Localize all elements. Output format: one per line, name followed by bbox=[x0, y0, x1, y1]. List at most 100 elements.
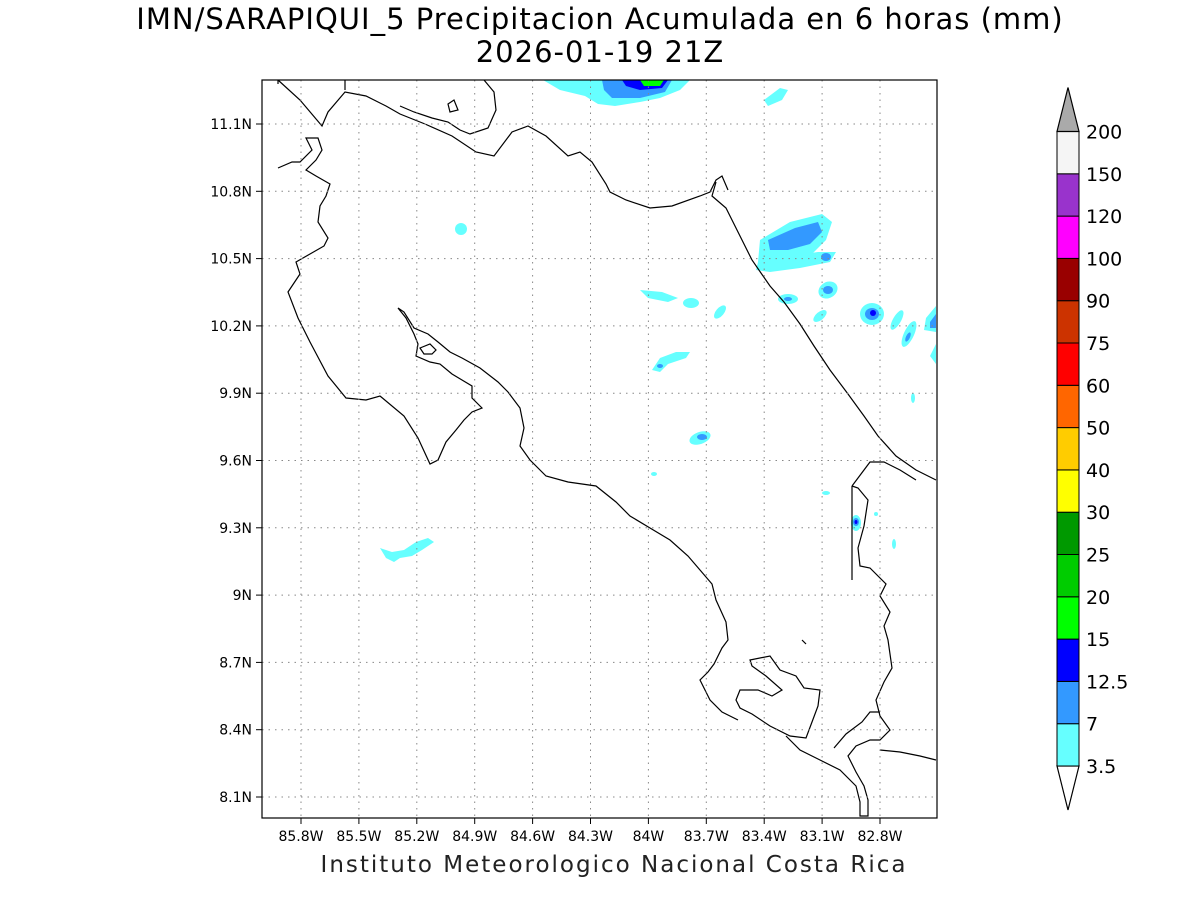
y-tick-label: 8.4N bbox=[219, 723, 252, 739]
colorbar-segment bbox=[1056, 215, 1080, 259]
precip-contour-cell-14 bbox=[822, 491, 830, 495]
precip-contour-east-storm-tail bbox=[756, 252, 836, 272]
precip-contour-cell-5-core bbox=[823, 286, 833, 294]
precip-contour-cell-10 bbox=[652, 352, 690, 372]
precip-contour-north-blob-2 bbox=[764, 88, 788, 106]
colorbar-over-triangle bbox=[1056, 87, 1080, 133]
colorbar-level-label: 20 bbox=[1086, 587, 1110, 609]
x-tick-label: 82.8W bbox=[857, 829, 902, 845]
colorbar-segment bbox=[1056, 342, 1080, 386]
colorbar-level-label: 75 bbox=[1086, 333, 1110, 355]
x-tick-label: 84W bbox=[633, 829, 665, 845]
precip-contour-cell-2 bbox=[683, 298, 699, 308]
precip-contour-cell-4-core bbox=[784, 297, 792, 301]
precip-contour-cell-10-core bbox=[657, 364, 663, 368]
colorbar-level-label: 40 bbox=[1086, 460, 1110, 482]
colorbar-level-label: 30 bbox=[1086, 502, 1110, 524]
precip-contour-cell-13 bbox=[911, 393, 915, 403]
colorbar-segment bbox=[1056, 300, 1080, 344]
y-tick-label: 9N bbox=[233, 588, 252, 604]
chart-title-line-2: 2026-01-19 21Z bbox=[475, 35, 725, 69]
map-frame bbox=[261, 79, 938, 819]
precip-contour-cell-15-core bbox=[854, 520, 858, 524]
colorbar-segment bbox=[1056, 596, 1080, 640]
colorbar-segment bbox=[1056, 511, 1080, 556]
colorbar-segment bbox=[1056, 638, 1080, 682]
y-tick-label: 9.6N bbox=[219, 454, 252, 470]
x-tick-label: 83.1W bbox=[800, 829, 845, 845]
colorbar: 3.5 7 12.5 15 20 25 30 40 50 60 75 90 100 120 150 200 bbox=[1056, 87, 1128, 811]
colorbar-level-label: 25 bbox=[1086, 545, 1110, 567]
colorbar-level-label: 200 bbox=[1086, 122, 1122, 144]
y-tick-label: 10.8N bbox=[210, 184, 252, 200]
x-tick-label: 85.2W bbox=[394, 829, 439, 845]
colorbar-segment bbox=[1056, 427, 1080, 471]
x-tick-label: 85.8W bbox=[278, 829, 323, 845]
precip-contour-cell-17 bbox=[892, 539, 896, 549]
colorbar-level-label: 90 bbox=[1086, 291, 1110, 313]
map-grid bbox=[262, 80, 937, 818]
x-tick-label: 85.5W bbox=[336, 829, 381, 845]
coastline-gulf-nicoya-island bbox=[419, 343, 437, 355]
colorbar-level-label: 100 bbox=[1086, 248, 1122, 270]
coastline-small-islet bbox=[801, 639, 807, 645]
precip-contour-cell-8 bbox=[890, 310, 904, 330]
y-tick-label: 8.1N bbox=[219, 790, 252, 806]
precipitation-contours bbox=[380, 80, 936, 562]
precip-contour-small-blob-1 bbox=[455, 223, 467, 235]
precip-contour-cell-6 bbox=[813, 310, 827, 322]
coastline-panama-border bbox=[851, 461, 937, 761]
coastline-caribbean-north bbox=[277, 79, 729, 209]
precip-contour-cell-3 bbox=[714, 305, 726, 319]
colorbar-segment bbox=[1056, 173, 1080, 217]
chart-title-line-1: IMN/SARAPIQUI_5 Precipitacion Acumulada … bbox=[136, 2, 1064, 36]
colorbar-level-label: 12.5 bbox=[1086, 671, 1128, 693]
y-tick-label: 8.7N bbox=[219, 655, 252, 671]
x-tick-label: 83.4W bbox=[742, 829, 787, 845]
colorbar-segment bbox=[1056, 257, 1080, 302]
coastline-caribbean-east bbox=[711, 181, 937, 481]
colorbar-segment bbox=[1056, 554, 1080, 598]
colorbar-segment bbox=[1056, 723, 1080, 767]
coastline-burica bbox=[833, 711, 880, 749]
precip-contour-edge-1-core bbox=[930, 314, 936, 328]
precip-contour-cell-11-core bbox=[697, 434, 707, 440]
precip-contour-edge-2 bbox=[930, 344, 936, 364]
colorbar-level-label: 3.5 bbox=[1086, 756, 1116, 778]
precip-contour-cell-1 bbox=[640, 290, 678, 302]
precip-contour-north-storm-peak bbox=[640, 80, 664, 86]
precip-contour-pacific-cell bbox=[380, 538, 434, 562]
footer-credit: Instituto Meteorologico Nacional Costa R… bbox=[320, 852, 908, 878]
colorbar-under-triangle bbox=[1056, 765, 1080, 811]
colorbar-level-label: 50 bbox=[1086, 418, 1110, 440]
y-tick-label: 10.5N bbox=[210, 252, 252, 268]
coastline-nicaragua-lake bbox=[277, 79, 497, 135]
colorbar-segment bbox=[1056, 469, 1080, 513]
colorbar-segment bbox=[1056, 680, 1080, 725]
coastline-lake-nicaragua-island bbox=[447, 99, 459, 113]
precip-contour-cell-7-core bbox=[870, 310, 876, 316]
x-tick-label: 84.9W bbox=[452, 829, 497, 845]
colorbar-level-label: 7 bbox=[1086, 714, 1098, 736]
y-tick-label: 11.1N bbox=[210, 117, 252, 133]
precip-contour-east-storm-inner bbox=[768, 222, 822, 250]
colorbar-segment bbox=[1056, 131, 1080, 175]
coastline bbox=[277, 79, 937, 817]
x-tick-label: 84.3W bbox=[568, 829, 613, 845]
coastline-golfito bbox=[785, 485, 893, 817]
colorbar-level-label: 15 bbox=[1086, 629, 1110, 651]
y-tick-label: 9.9N bbox=[219, 386, 252, 402]
colorbar-level-label: 60 bbox=[1086, 375, 1110, 397]
colorbar-segment bbox=[1056, 384, 1080, 429]
y-tick-label: 9.3N bbox=[219, 521, 252, 537]
precip-contour-cell-16 bbox=[874, 512, 878, 516]
precip-contour-cell-12 bbox=[651, 472, 657, 476]
coastline-pacific-north bbox=[277, 137, 739, 721]
precip-contour-cell-9-core bbox=[905, 332, 911, 342]
colorbar-level-label: 120 bbox=[1086, 206, 1122, 228]
colorbar-level-label: 150 bbox=[1086, 164, 1122, 186]
y-tick-label: 10.2N bbox=[210, 319, 252, 335]
map-axes: 85.8W 85.5W 85.2W 84.9W 84.6W 84.3W 84W 83.7W 83… bbox=[210, 117, 902, 845]
x-tick-label: 83.7W bbox=[684, 829, 729, 845]
